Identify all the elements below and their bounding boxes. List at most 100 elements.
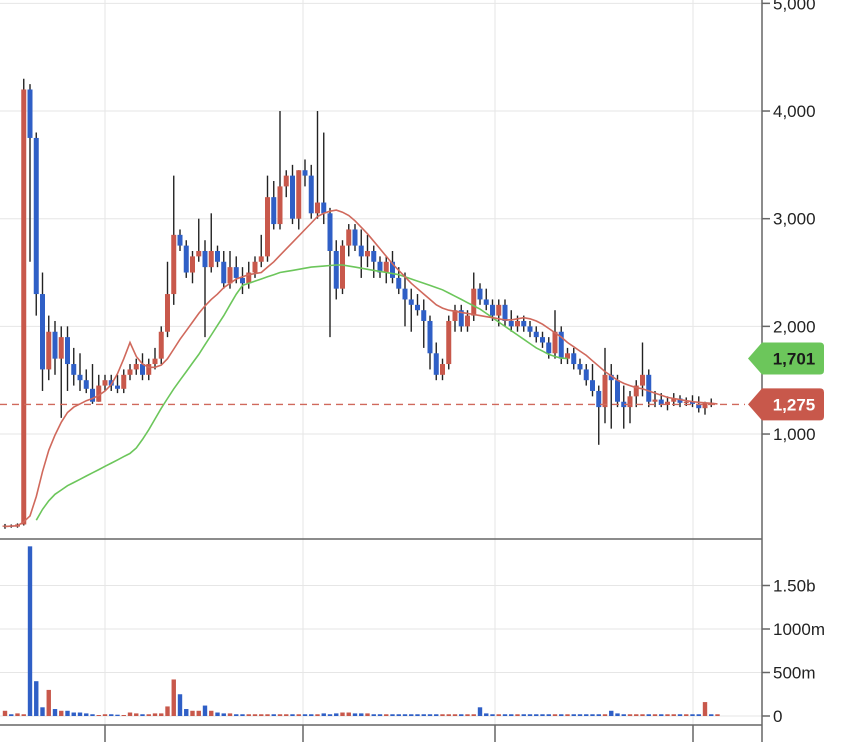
volume-bar: [684, 714, 689, 716]
candle-body: [283, 175, 289, 187]
volume-bars: [2, 546, 720, 716]
candle-body: [646, 374, 652, 402]
volume-bar: [315, 714, 320, 716]
volume-bar: [371, 714, 376, 716]
candle-body: [627, 396, 633, 408]
volume-bar: [509, 714, 514, 716]
volume-bar: [715, 714, 720, 716]
moving-average-slow-line: [35, 264, 568, 521]
volume-bar: [227, 713, 233, 716]
volume-bar: [709, 714, 714, 716]
volume-bar: [246, 714, 251, 716]
candle-body: [471, 288, 477, 316]
candle-body: [533, 331, 539, 338]
volume-bar: [427, 714, 433, 716]
candle-body: [502, 304, 508, 321]
volume-bar: [559, 714, 564, 716]
volume-bar: [2, 710, 8, 716]
volume-bar: [415, 714, 420, 716]
candle-body: [146, 364, 152, 375]
volume-bar: [221, 713, 226, 716]
volume-bar: [434, 714, 439, 716]
candle-body: [290, 175, 295, 219]
candle-body: [640, 374, 645, 386]
volume-bar: [184, 709, 189, 716]
volume-bar: [296, 714, 301, 716]
volume-bar: [502, 714, 508, 716]
candle-body: [233, 267, 239, 278]
candle-body: [683, 401, 689, 403]
candle-body: [352, 229, 358, 246]
candle-body: [52, 331, 58, 359]
candle-body: [71, 364, 77, 375]
volume-gridlines: [0, 585, 762, 717]
volume-bar: [359, 713, 364, 716]
candle-body: [558, 331, 564, 359]
volume-bar: [115, 714, 120, 716]
volume-bar: [471, 714, 476, 716]
volume-axis-ticks: 0 500m 1000m 1.50b: [762, 577, 825, 726]
last-price-badge: 1,275: [748, 388, 824, 421]
price-axis-ticks: 1,000 2,000 3,000 4,000 5,000: [762, 0, 816, 444]
volume-bar: [284, 714, 289, 716]
candle-body: [577, 364, 583, 370]
candle-body: [696, 403, 702, 409]
candle-body: [408, 299, 414, 305]
volume-bar: [102, 714, 108, 716]
candle-body: [452, 310, 458, 321]
candle-body: [433, 353, 439, 375]
candle-body: [477, 288, 483, 300]
candle-body: [83, 380, 89, 389]
price-tick-label: 1,000: [773, 425, 816, 444]
candle-body: [590, 380, 595, 391]
volume-bar: [602, 714, 608, 716]
candle-body: [90, 388, 95, 402]
candle-body: [496, 304, 502, 316]
candle-body: [40, 294, 45, 370]
volume-bar: [496, 714, 501, 716]
volume-bar: [627, 714, 633, 716]
candle-body: [190, 256, 195, 273]
volume-bar: [46, 689, 51, 716]
candle-body: [677, 398, 683, 403]
volume-bar: [690, 714, 695, 716]
price-tick-label: 4,000: [773, 102, 816, 121]
price-tick-label: 3,000: [773, 210, 816, 229]
candle-body: [327, 213, 333, 251]
candle-body: [365, 250, 370, 257]
volume-tick-label: 500m: [773, 664, 816, 683]
volume-bar: [584, 714, 589, 716]
volume-bar: [609, 710, 614, 716]
volume-bar: [309, 714, 314, 716]
candle-body: [208, 250, 214, 268]
moving-average-fast-line: [4, 209, 718, 528]
candle-body: [540, 337, 545, 343]
ma-slow-value-badge: 1,701: [748, 342, 824, 375]
volume-bar: [440, 714, 445, 716]
volume-bar: [615, 713, 620, 716]
candle-body: [665, 401, 670, 405]
volume-bar: [71, 712, 76, 716]
candle-body: [421, 310, 427, 321]
volume-bar: [665, 714, 670, 716]
candle-body: [458, 310, 464, 327]
volume-bar: [421, 714, 426, 716]
price-tick-label: 2,000: [773, 317, 816, 336]
candle-body: [658, 399, 664, 405]
candle-body: [65, 337, 70, 365]
candle-body: [315, 202, 320, 214]
candle-body: [27, 89, 33, 138]
candle-body: [390, 261, 395, 278]
volume-bar: [34, 681, 39, 716]
volume-bar: [659, 714, 664, 716]
volume-bar: [621, 714, 626, 716]
candle-body: [271, 197, 277, 225]
volume-bar: [202, 705, 208, 716]
price-tick-label: 5,000: [773, 0, 816, 13]
volume-bar: [27, 546, 33, 716]
candle-body: [171, 234, 177, 295]
volume-bar: [171, 679, 176, 716]
candle-body: [396, 277, 402, 289]
volume-bar: [59, 710, 64, 716]
